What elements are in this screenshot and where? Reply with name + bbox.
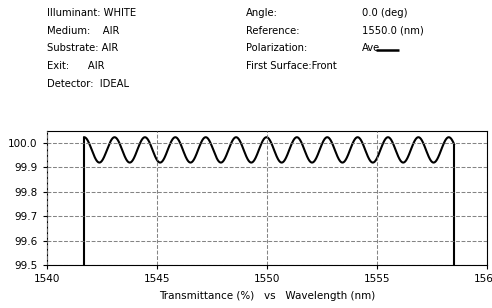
- Text: Ave: Ave: [362, 43, 380, 53]
- Text: Exit:      AIR: Exit: AIR: [47, 61, 104, 71]
- Text: Illuminant: WHITE: Illuminant: WHITE: [47, 8, 136, 18]
- Text: Reference:: Reference:: [246, 26, 300, 35]
- Text: Detector:  IDEAL: Detector: IDEAL: [47, 79, 129, 89]
- Text: Angle:: Angle:: [246, 8, 278, 18]
- Text: First Surface:Front: First Surface:Front: [246, 61, 337, 71]
- Text: Substrate: AIR: Substrate: AIR: [47, 43, 118, 53]
- Text: 0.0 (deg): 0.0 (deg): [362, 8, 407, 18]
- Text: Medium:    AIR: Medium: AIR: [47, 26, 119, 35]
- X-axis label: Transmittance (%)   vs   Wavelength (nm): Transmittance (%) vs Wavelength (nm): [159, 291, 375, 301]
- Text: 1550.0 (nm): 1550.0 (nm): [362, 26, 424, 35]
- Text: Polarization:: Polarization:: [246, 43, 307, 53]
